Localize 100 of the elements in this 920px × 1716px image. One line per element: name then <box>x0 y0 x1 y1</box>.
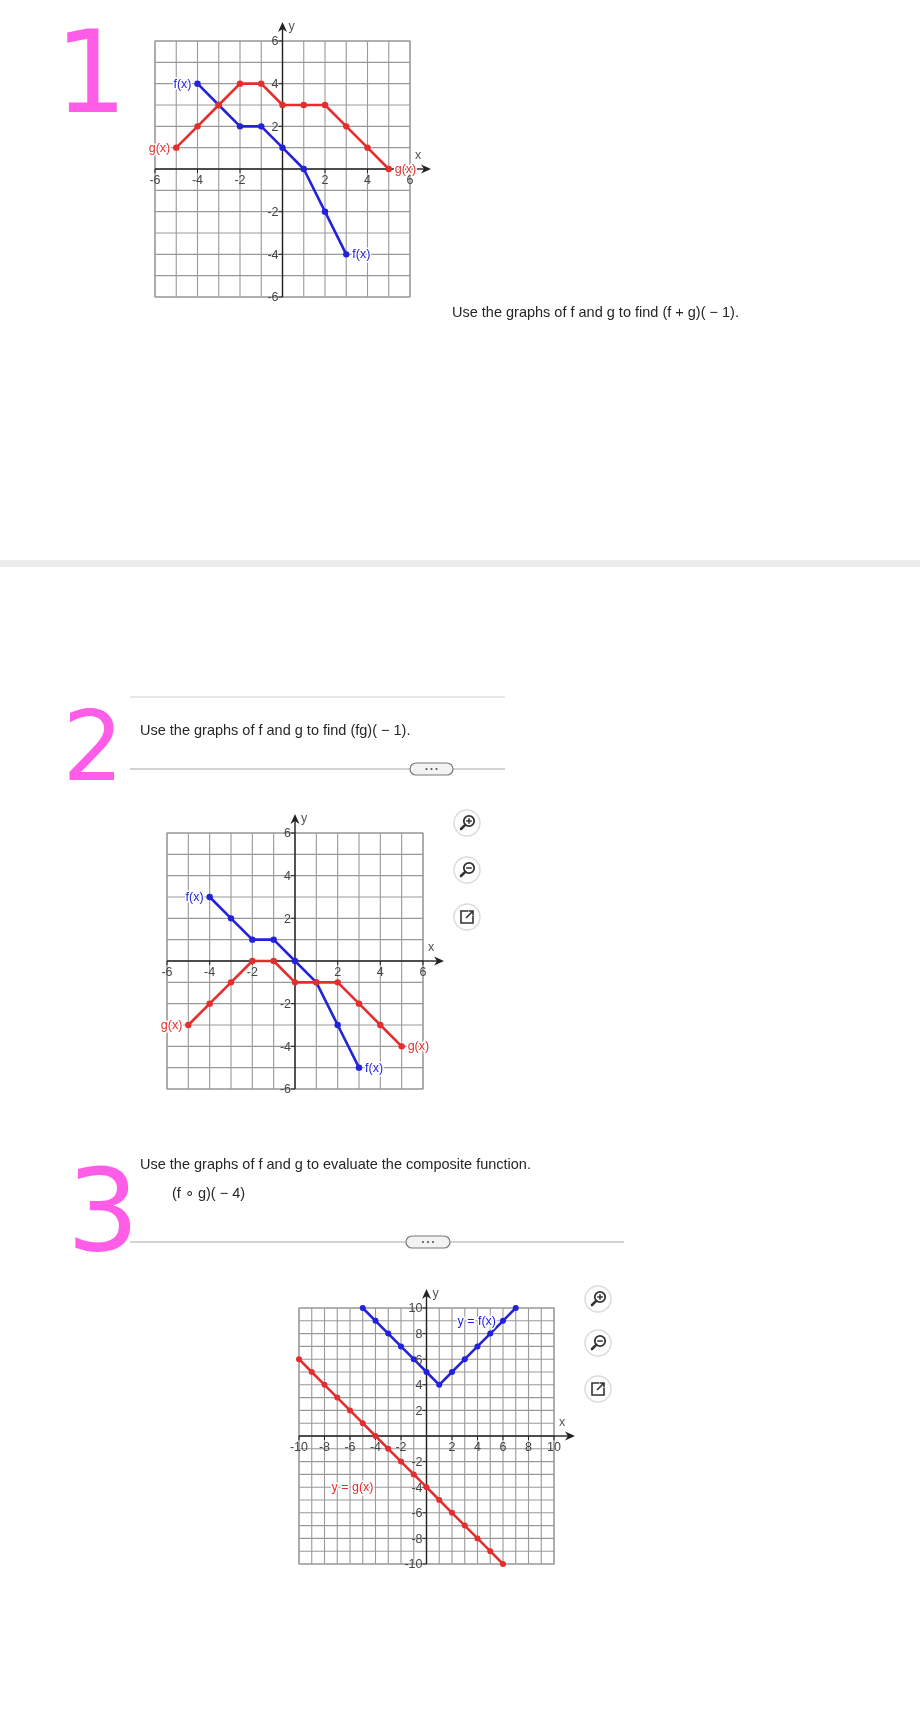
y-tick-label: -2 <box>267 205 279 220</box>
x-axis-title: x <box>427 940 435 954</box>
series-label: g(x) <box>407 1039 430 1054</box>
x-tick-label: -6 <box>344 1440 356 1454</box>
point <box>227 979 235 986</box>
point <box>512 1305 519 1311</box>
y-tick-label: -10 <box>404 1557 423 1572</box>
point <box>296 1356 302 1363</box>
point <box>334 1021 341 1029</box>
chart-title: Use the graphs of f and g to evaluate the composite function. (f ∘ g)( − 4) <box>140 1156 535 1201</box>
point <box>334 979 341 986</box>
y-tick-label: 6 <box>415 1352 423 1367</box>
x-tick-label: -2 <box>395 1440 407 1454</box>
point <box>291 957 299 965</box>
x-axis-title: x <box>414 148 422 162</box>
point <box>185 1021 192 1029</box>
point <box>343 123 350 130</box>
y-tick-label: 4 <box>271 77 279 92</box>
y-tick-label: -2 <box>279 997 292 1012</box>
y-tick-label: 6 <box>271 34 279 49</box>
point <box>347 1407 353 1414</box>
point <box>300 101 307 109</box>
point <box>449 1509 455 1516</box>
y-tick-label: 4 <box>415 1378 423 1393</box>
point <box>487 1548 494 1555</box>
y-tick-label: 10 <box>408 1301 423 1316</box>
x-tick-label: -4 <box>191 173 204 187</box>
y-tick-label: -6 <box>279 1082 292 1097</box>
series-label: f(x) <box>365 1060 384 1075</box>
point <box>258 80 265 87</box>
point <box>410 1471 417 1478</box>
x-tick-label: 2 <box>321 173 329 187</box>
point <box>398 1343 404 1350</box>
x-tick-label: -8 <box>318 1440 331 1454</box>
y-tick-label: 6 <box>284 826 292 841</box>
point <box>487 1330 494 1337</box>
y-tick-label: -4 <box>411 1480 423 1495</box>
y-tick-label: 2 <box>284 911 292 926</box>
point <box>321 1381 328 1388</box>
x-tick-label: 4 <box>474 1440 482 1454</box>
y-tick-label: -6 <box>411 1506 423 1521</box>
point <box>385 165 392 173</box>
point <box>321 101 329 109</box>
point <box>436 1381 443 1388</box>
point <box>461 1522 468 1529</box>
y-tick-label: 4 <box>284 869 292 884</box>
chart-title: Use the graphs of f and g to find (fg)( − 1). <box>140 722 411 738</box>
x-tick-label: 4 <box>376 965 384 979</box>
point <box>423 1369 430 1375</box>
point <box>343 251 350 258</box>
text: 1 <box>54 6 128 139</box>
point <box>500 1561 506 1567</box>
x-tick-label: 4 <box>364 173 372 187</box>
x-tick-label: -4 <box>369 1440 382 1454</box>
x-tick-label: -6 <box>161 965 173 979</box>
y-axis-title: y <box>288 19 296 33</box>
point <box>227 915 235 922</box>
point <box>385 1445 392 1452</box>
point <box>300 165 307 173</box>
point <box>279 101 286 109</box>
x-tick-label: -2 <box>234 173 246 187</box>
point <box>385 1330 392 1337</box>
point <box>355 1064 363 1071</box>
x-tick-label: 2 <box>448 1440 456 1454</box>
point <box>206 1000 213 1007</box>
y-tick-label: -4 <box>267 247 279 262</box>
text: 2 <box>62 691 124 803</box>
point <box>249 936 256 943</box>
point <box>359 1420 366 1427</box>
point <box>206 893 213 901</box>
point <box>258 123 265 130</box>
y-axis-title: y <box>432 1286 440 1300</box>
point <box>270 936 277 943</box>
point <box>461 1356 468 1363</box>
point <box>334 1394 341 1401</box>
point <box>474 1535 481 1542</box>
text: y = g(x) <box>331 1480 374 1495</box>
point <box>377 1021 384 1029</box>
point <box>308 1369 315 1375</box>
text: f(x) <box>185 890 204 904</box>
x-tick-label: -6 <box>149 173 161 187</box>
point <box>291 979 299 986</box>
point <box>321 208 329 215</box>
y-tick-label: -4 <box>279 1039 292 1054</box>
y-tick-label: -6 <box>267 290 279 305</box>
point <box>173 144 180 151</box>
point <box>398 1043 405 1050</box>
point <box>236 80 244 87</box>
x-tick-label: -2 <box>246 965 258 979</box>
point <box>355 1000 363 1007</box>
y-tick-label: -8 <box>411 1531 423 1546</box>
text: 3 <box>66 1144 140 1277</box>
x-tick-label: 8 <box>525 1440 533 1454</box>
text: g(x) <box>160 1018 183 1032</box>
y-tick-label: 2 <box>271 119 279 134</box>
series-label: f(x) <box>352 247 371 262</box>
text: f(x) <box>173 76 192 91</box>
point <box>449 1369 455 1375</box>
point <box>436 1497 443 1503</box>
series-label: y = f(x) <box>457 1313 496 1328</box>
